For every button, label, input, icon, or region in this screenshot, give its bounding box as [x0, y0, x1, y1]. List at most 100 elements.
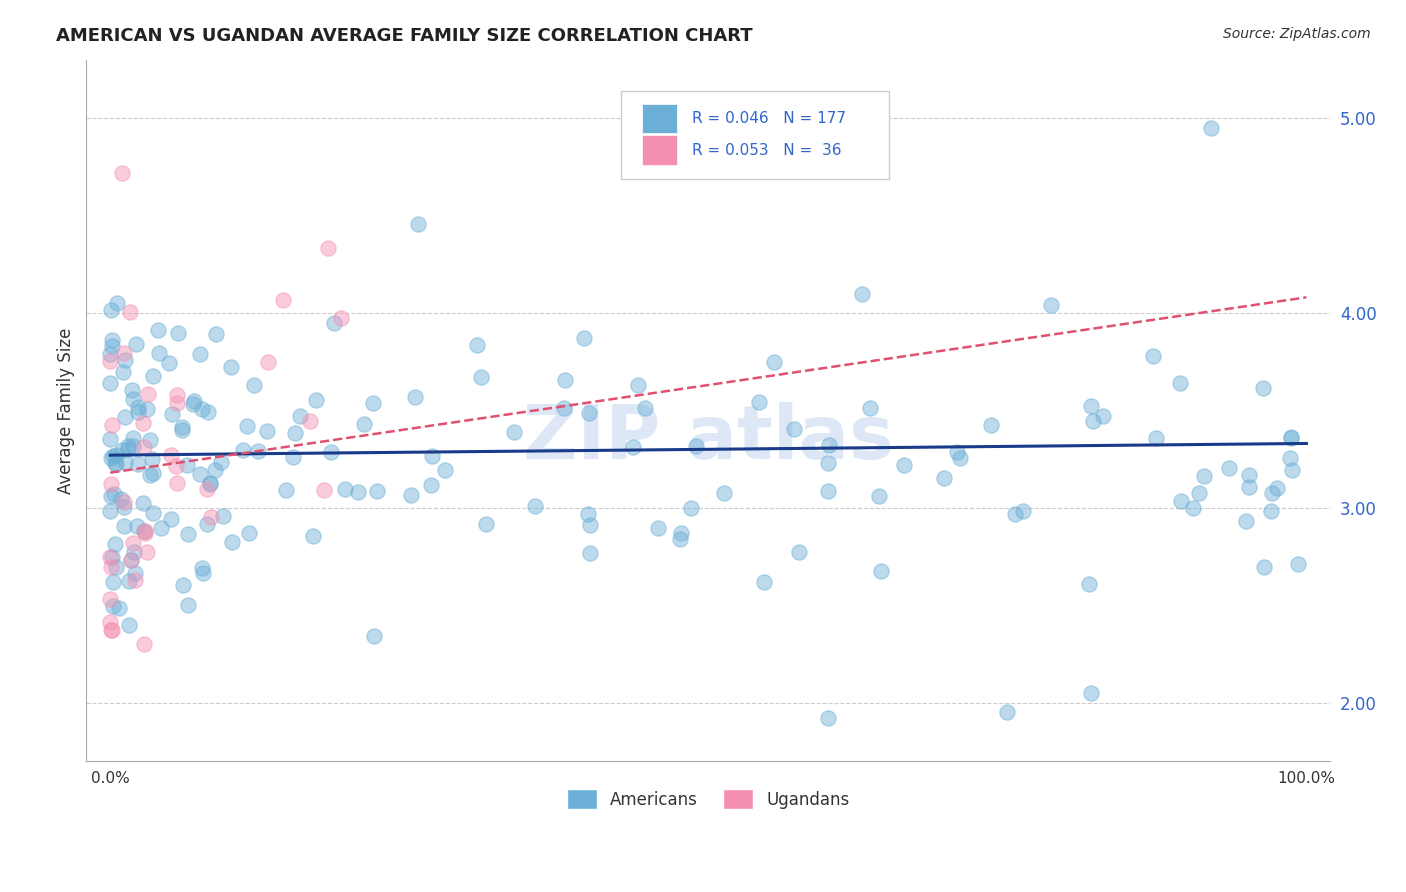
Point: [177, 599, 200, 613]
FancyBboxPatch shape: [621, 91, 889, 179]
Point: [121, 431, 143, 445]
Point: [98, 376, 121, 391]
Point: [1279, 430, 1302, 444]
Point: [524, 500, 547, 514]
Point: [1260, 504, 1282, 518]
Point: [98, 354, 121, 368]
Point: [198, 477, 221, 491]
Point: [579, 546, 602, 560]
Point: [1170, 494, 1192, 508]
Point: [127, 458, 149, 472]
Point: [851, 287, 873, 301]
Point: [117, 439, 139, 453]
Point: [1188, 485, 1211, 500]
Point: [112, 519, 135, 533]
Point: [221, 534, 243, 549]
Point: [132, 416, 155, 430]
Point: [475, 516, 498, 531]
Point: [167, 326, 190, 340]
Point: [105, 448, 128, 462]
Point: [166, 476, 188, 491]
Point: [1251, 381, 1274, 395]
Point: [172, 577, 194, 591]
Point: [859, 401, 882, 416]
Point: [1091, 409, 1114, 424]
Point: [170, 423, 193, 437]
Point: [191, 401, 214, 416]
Text: Source: ZipAtlas.com: Source: ZipAtlas.com: [1223, 27, 1371, 41]
Point: [114, 353, 136, 368]
Point: [305, 393, 328, 408]
Point: [148, 323, 170, 337]
Point: [283, 426, 305, 441]
Point: [183, 394, 205, 409]
Point: [111, 365, 134, 379]
Point: [132, 637, 155, 651]
Text: ZIP atlas: ZIP atlas: [523, 402, 894, 475]
Point: [752, 575, 775, 590]
Point: [139, 433, 162, 447]
Point: [98, 433, 121, 447]
Point: [166, 388, 188, 402]
Point: [366, 483, 388, 498]
Point: [893, 458, 915, 472]
Point: [160, 511, 183, 525]
Point: [679, 501, 702, 516]
Point: [159, 356, 181, 370]
Point: [141, 507, 163, 521]
Point: [627, 378, 650, 392]
Point: [634, 401, 657, 416]
Point: [114, 409, 136, 424]
Point: [579, 518, 602, 533]
Point: [404, 390, 426, 404]
Point: [1144, 431, 1167, 445]
Point: [112, 495, 135, 509]
Point: [104, 457, 127, 471]
Point: [301, 529, 323, 543]
Point: [118, 574, 141, 588]
Point: [197, 405, 219, 419]
Text: AMERICAN VS UGANDAN AVERAGE FAMILY SIZE CORRELATION CHART: AMERICAN VS UGANDAN AVERAGE FAMILY SIZE …: [56, 27, 752, 45]
Point: [361, 396, 384, 410]
Point: [166, 395, 188, 409]
Point: [869, 564, 891, 578]
Point: [165, 458, 187, 473]
Point: [434, 463, 457, 477]
Point: [112, 345, 135, 359]
Point: [578, 406, 600, 420]
Point: [125, 336, 148, 351]
Point: [191, 566, 214, 581]
Point: [232, 443, 254, 458]
Point: [120, 553, 142, 567]
Point: [1012, 504, 1035, 518]
Point: [995, 706, 1018, 720]
Point: [271, 293, 294, 307]
Point: [946, 444, 969, 458]
Point: [783, 422, 806, 436]
Point: [247, 444, 270, 458]
Point: [274, 483, 297, 497]
Point: [121, 535, 143, 549]
Point: [420, 478, 443, 492]
Point: [98, 592, 121, 607]
Point: [290, 409, 312, 423]
Point: [1199, 120, 1222, 135]
Point: [1170, 376, 1192, 390]
Point: [243, 378, 266, 392]
Point: [219, 359, 242, 374]
Point: [181, 396, 204, 410]
Point: [132, 440, 155, 454]
Point: [101, 599, 124, 614]
Point: [980, 418, 1002, 433]
Point: [124, 566, 146, 580]
Point: [104, 457, 127, 471]
Point: [422, 449, 444, 463]
Point: [204, 463, 226, 477]
Point: [868, 489, 890, 503]
Point: [314, 483, 336, 498]
Point: [298, 414, 321, 428]
Point: [176, 458, 198, 472]
Point: [112, 500, 135, 514]
Point: [114, 454, 136, 468]
Point: [1218, 461, 1240, 475]
